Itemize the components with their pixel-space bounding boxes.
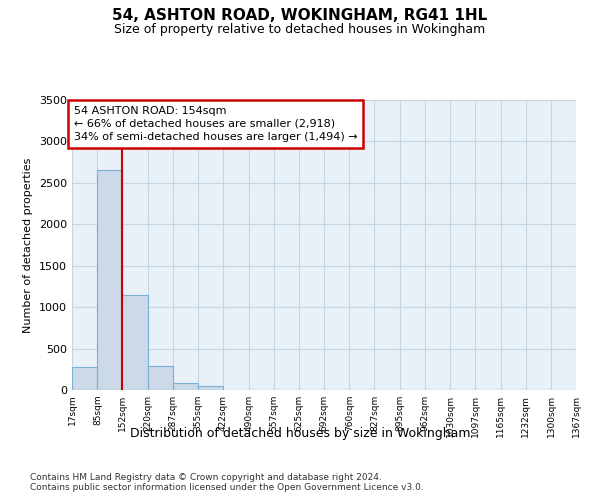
- Bar: [122, 294, 148, 390]
- Text: Size of property relative to detached houses in Wokingham: Size of property relative to detached ho…: [115, 22, 485, 36]
- Text: 54, ASHTON ROAD, WOKINGHAM, RG41 1HL: 54, ASHTON ROAD, WOKINGHAM, RG41 1HL: [112, 8, 488, 22]
- Text: Contains public sector information licensed under the Open Government Licence v3: Contains public sector information licen…: [30, 482, 424, 492]
- Bar: [148, 366, 173, 390]
- Y-axis label: Number of detached properties: Number of detached properties: [23, 158, 34, 332]
- Bar: [97, 170, 122, 390]
- Bar: [198, 386, 223, 390]
- Bar: [173, 382, 198, 390]
- Bar: [72, 367, 97, 390]
- Text: Contains HM Land Registry data © Crown copyright and database right 2024.: Contains HM Land Registry data © Crown c…: [30, 472, 382, 482]
- Text: 54 ASHTON ROAD: 154sqm
← 66% of detached houses are smaller (2,918)
34% of semi-: 54 ASHTON ROAD: 154sqm ← 66% of detached…: [74, 106, 358, 142]
- Text: Distribution of detached houses by size in Wokingham: Distribution of detached houses by size …: [130, 428, 470, 440]
